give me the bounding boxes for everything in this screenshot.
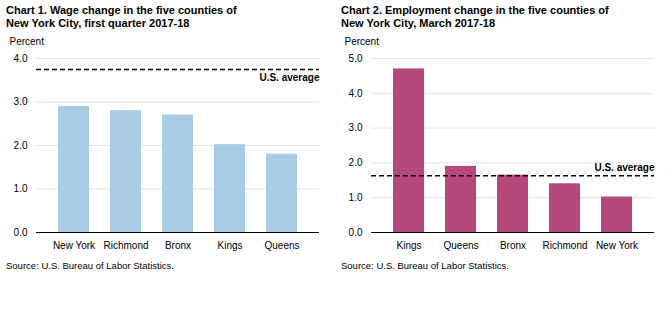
svg-text:1.0: 1.0 xyxy=(14,183,28,194)
svg-text:New York: New York xyxy=(596,240,639,251)
html-text:Source: U.S. Bureau of Labor S: Source: U.S. Bureau of Labor Statistics. xyxy=(6,260,174,271)
svg-text:Bronx: Bronx xyxy=(500,240,526,251)
svg-text:Richmond: Richmond xyxy=(542,240,587,251)
svg-text:Percent: Percent xyxy=(345,36,380,47)
html-text:Chart 2. Employment change in: Chart 2. Employment change in the five c… xyxy=(341,4,609,29)
svg-text:3.0: 3.0 xyxy=(349,122,363,133)
svg-text:U.S. average: U.S. average xyxy=(594,162,654,173)
svg-text:3.0: 3.0 xyxy=(14,96,28,107)
svg-text:4.0: 4.0 xyxy=(349,88,363,99)
html-text:Chart 1. Wage change in the fi: Chart 1. Wage change in the five countie… xyxy=(6,4,237,29)
svg-text:U.S. average: U.S. average xyxy=(259,72,319,83)
svg-text:1.0: 1.0 xyxy=(349,192,363,203)
svg-text:Richmond: Richmond xyxy=(103,240,148,251)
svg-text:0.0: 0.0 xyxy=(14,227,28,238)
html-text:Source: U.S. Bureau of Labor S: Source: U.S. Bureau of Labor Statistics. xyxy=(341,260,509,271)
svg-text:0.0: 0.0 xyxy=(349,227,363,238)
svg-text:4.0: 4.0 xyxy=(14,53,28,64)
svg-text:2.0: 2.0 xyxy=(14,140,28,151)
svg-text:Bronx: Bronx xyxy=(165,240,191,251)
svg-text:5.0: 5.0 xyxy=(349,53,363,64)
svg-text:Percent: Percent xyxy=(10,36,45,47)
svg-text:New York: New York xyxy=(53,240,96,251)
svg-text:2.0: 2.0 xyxy=(349,157,363,168)
svg-text:Queens: Queens xyxy=(264,240,299,251)
svg-text:Kings: Kings xyxy=(217,240,242,251)
svg-text:Kings: Kings xyxy=(396,240,421,251)
svg-text:Queens: Queens xyxy=(443,240,478,251)
